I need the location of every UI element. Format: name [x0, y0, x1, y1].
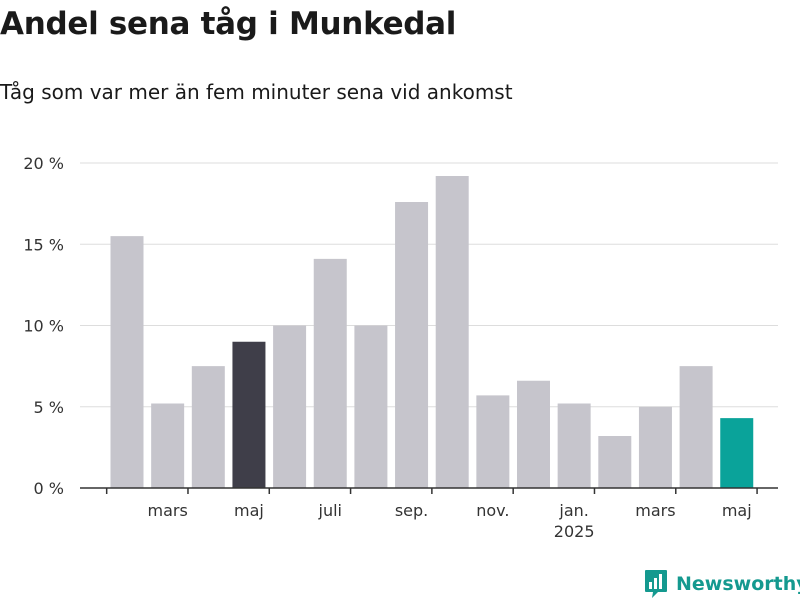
bar-2024-02 — [110, 236, 144, 488]
chart-title: Andel sena tåg i Munkedal — [0, 6, 457, 42]
bar-2024-09 — [395, 202, 429, 488]
bar-2025-01 — [557, 403, 591, 488]
bar-2024-06 — [273, 325, 307, 488]
bar-2025-04 — [679, 366, 713, 488]
bar-2025-03 — [638, 406, 672, 488]
x-tick-label: sep. — [395, 501, 428, 520]
bar-2024-10 — [435, 176, 469, 488]
x-tick-label: maj — [722, 501, 752, 520]
bar-chart: 0 % 5 % 10 % 15 % 20 % mars maj juli sep. nov. jan… — [23, 154, 778, 541]
bar-2024-04 — [191, 366, 225, 488]
x-tick-label: mars — [147, 501, 187, 520]
y-tick-label: 0 % — [34, 479, 64, 498]
newsworthy-brand: Newsworthy — [644, 568, 800, 600]
x-tick-label: nov. — [476, 501, 509, 520]
bar-2024-05 — [232, 341, 266, 488]
x-tick-label: jan. — [558, 501, 588, 520]
bar-2025-05 — [720, 418, 754, 488]
bar-2024-11 — [476, 395, 510, 488]
chart-subtitle: Tåg som var mer än fem minuter sena vid … — [0, 80, 513, 104]
y-tick-label: 15 % — [23, 235, 64, 254]
bar-2024-12 — [517, 380, 550, 488]
brand-name: Newsworthy — [676, 573, 800, 595]
x-tick-label: maj — [234, 501, 264, 520]
newsworthy-logo-icon — [645, 570, 667, 598]
x-tick-year-label: 2025 — [554, 522, 595, 541]
y-tick-label: 5 % — [34, 398, 64, 417]
x-tick-label: juli — [318, 501, 342, 520]
y-tick-label: 10 % — [23, 317, 64, 336]
bar-2024-03 — [151, 403, 185, 488]
bar-2025-02 — [598, 436, 632, 488]
bar-2024-07 — [313, 258, 347, 488]
bar-2024-08 — [354, 325, 388, 488]
y-tick-label: 20 % — [23, 154, 64, 173]
x-tick-label: mars — [635, 501, 675, 520]
